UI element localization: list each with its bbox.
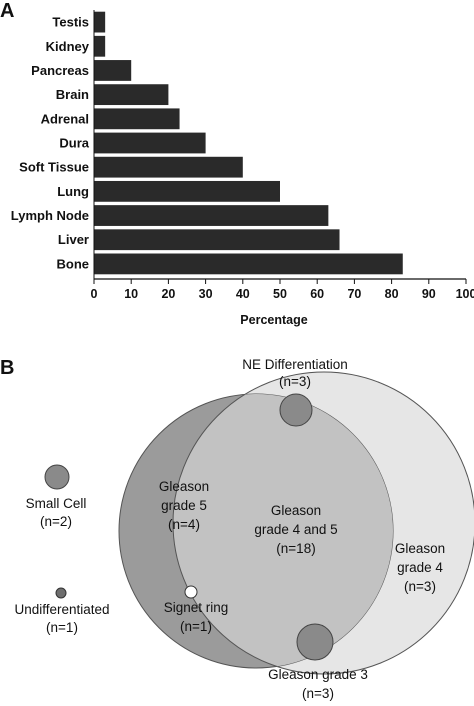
bar-dura [94,132,206,154]
category-label: Bone [57,256,90,271]
category-label: Liver [58,232,89,247]
ne-differentiation-label: NE Differentiation [242,357,348,372]
gleason-5-label-line2: grade 5 [161,498,207,513]
gleason-4-count: (n=3) [404,579,436,594]
category-label: Testis [52,15,89,30]
undifferentiated-marker [55,587,67,599]
x-tick-label: 20 [161,287,175,301]
gleason-5-label-line1: Gleason [159,479,209,494]
x-tick-label: 30 [199,287,213,301]
x-axis-title: Percentage [240,313,307,327]
bar-kidney [94,35,106,57]
gleason-4-label-line2: grade 4 [397,560,443,575]
signet-ring-marker [184,585,198,599]
gleason-4-label-line1: Gleason [395,541,445,556]
bar-pancreas [94,60,132,81]
bar-testis [94,11,106,33]
panel-a-label: A [0,0,14,22]
category-label: Lung [57,184,89,199]
small-cell-marker [44,464,70,490]
ne-differentiation-marker [279,393,313,427]
category-label: Adrenal [41,111,89,126]
venn-overlap-region [172,394,393,668]
gleason-grade-3-marker [296,623,334,661]
bar-liver [94,229,340,251]
category-label: Brain [56,87,89,102]
overlap-count: (n=18) [276,541,315,556]
x-tick-label: 50 [273,287,287,301]
category-label: Pancreas [31,63,89,78]
bar-lymph-node [94,205,329,226]
ne-differentiation-count: (n=3) [279,374,311,389]
x-tick-label: 70 [347,287,361,301]
category-label: Soft Tissue [19,160,89,175]
x-tick-label: 80 [385,287,399,301]
x-tick-label: 0 [91,287,98,301]
bar-soft-tissue [94,156,243,178]
panel-b-label: B [0,357,14,379]
signet-ring-count: (n=1) [180,619,212,634]
bar-lung [94,180,280,202]
overlap-label-line1: Gleason [271,503,321,518]
bar-chart: Testis Kidney Pancreas Brain Adrenal Dura Soft… [11,10,474,327]
undifferentiated-label: Undifferentiated [14,602,109,617]
overlap-label-line2: grade 4 and 5 [254,522,337,537]
gleason-grade-3-count: (n=3) [302,686,334,701]
undifferentiated-count: (n=1) [46,620,78,635]
signet-ring-label: Signet ring [164,600,229,615]
venn-diagram: NE Differentiation (n=3) Small Cell (n=2… [14,357,474,701]
x-tick-label: 90 [422,287,436,301]
category-label: Dura [59,136,89,151]
bar-adrenal [94,108,180,130]
small-cell-label: Small Cell [26,496,87,511]
x-tick-label: 40 [236,287,250,301]
bar-bone [94,253,403,275]
x-tick-label: 100 [456,287,474,301]
gleason-5-count: (n=4) [168,517,200,532]
category-label: Kidney [46,39,90,54]
x-tick-label: 10 [124,287,138,301]
bar-brain [94,84,169,106]
category-label: Lymph Node [11,208,89,223]
gleason-grade-3-label: Gleason grade 3 [268,667,368,682]
x-tick-label: 60 [310,287,324,301]
small-cell-count: (n=2) [40,514,72,529]
